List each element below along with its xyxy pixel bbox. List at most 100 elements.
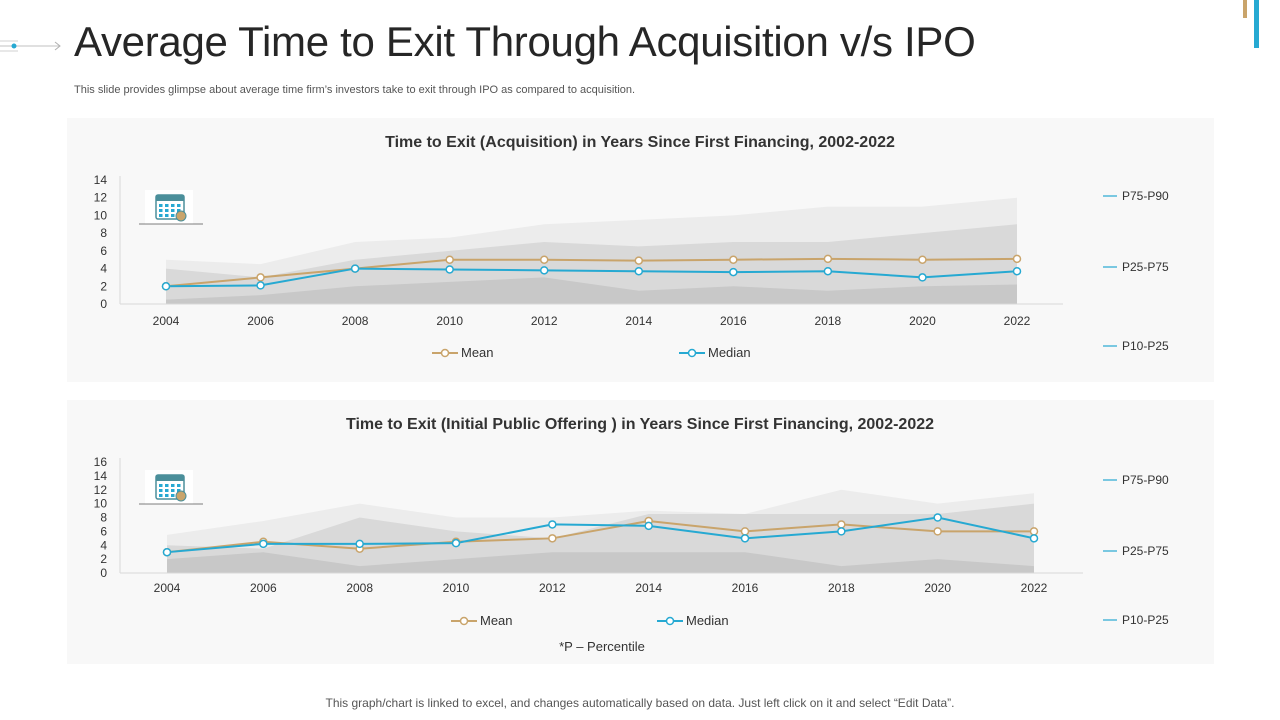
band-label-text: P25-P75 <box>1122 544 1169 558</box>
data-point-mean[interactable] <box>837 520 846 529</box>
x-tick-label: 2010 <box>443 581 470 595</box>
band-label-p25-p75: P25-P75 <box>1103 544 1169 558</box>
data-point-mean[interactable] <box>539 255 549 264</box>
data-point-median[interactable] <box>350 264 360 273</box>
y-tick-label: 2 <box>100 552 107 566</box>
y-tick-label: 8 <box>100 226 107 240</box>
y-tick-label: 12 <box>94 191 108 205</box>
legend-item-median[interactable]: Median <box>657 613 729 628</box>
data-point-median[interactable] <box>445 265 454 274</box>
legend-marker <box>665 616 675 626</box>
data-point-median[interactable] <box>644 521 653 531</box>
data-point-median[interactable] <box>837 527 846 536</box>
data-point-median[interactable] <box>933 513 942 522</box>
x-tick-label: 2012 <box>539 581 566 595</box>
band-label-p75-p90: P75-P90 <box>1103 473 1169 487</box>
x-tick-label: 2006 <box>250 581 277 595</box>
legend-label: Mean <box>461 345 494 360</box>
y-tick-label: 10 <box>94 208 108 222</box>
y-tick-label: 0 <box>100 566 107 580</box>
footer-note: This graph/chart is linked to excel, and… <box>325 696 955 710</box>
chart-title: Time to Exit (Initial Public Offering ) … <box>346 416 934 433</box>
data-point-median[interactable] <box>539 266 549 275</box>
data-point-mean[interactable] <box>729 255 738 264</box>
band-label-text: P25-P75 <box>1122 260 1169 274</box>
legend-label: Median <box>708 345 751 360</box>
band-area-p10-p25 <box>166 277 1017 304</box>
y-tick-label: 0 <box>100 297 107 311</box>
series-line-median <box>165 267 1018 288</box>
data-point-mean[interactable] <box>634 256 644 265</box>
percentile-note: *P – Percentile <box>559 639 645 654</box>
data-point-median[interactable] <box>162 547 172 557</box>
x-tick-label: 2012 <box>531 314 558 328</box>
band-label-p75-p90: P75-P90 <box>1103 189 1169 203</box>
ipo-chart-panel[interactable]: Time to Exit (Initial Public Offering ) … <box>67 400 1214 664</box>
data-point-median[interactable] <box>259 539 268 549</box>
y-tick-label: 4 <box>100 262 107 276</box>
data-point-mean[interactable] <box>933 527 942 536</box>
band-label-p10-p25: P10-P25 <box>1103 339 1169 353</box>
band-label-text: P10-P25 <box>1122 613 1169 627</box>
y-tick-label: 2 <box>100 279 107 293</box>
x-tick-label: 2004 <box>153 314 180 328</box>
band-area-p25-p75 <box>167 503 1034 573</box>
data-point-median[interactable] <box>451 538 461 548</box>
band-label-text: P75-P90 <box>1122 473 1169 487</box>
x-tick-label: 2014 <box>635 581 662 595</box>
data-point-median[interactable] <box>161 282 171 291</box>
x-tick-label: 2016 <box>732 581 759 595</box>
series-line-median <box>166 516 1035 554</box>
data-point-median[interactable] <box>740 534 750 543</box>
data-point-mean[interactable] <box>1012 254 1022 264</box>
calendar-icon <box>139 470 203 505</box>
x-tick-label: 2004 <box>154 581 181 595</box>
data-point-mean[interactable] <box>256 273 265 282</box>
decorative-arrow-mark <box>0 40 61 52</box>
data-point-median[interactable] <box>1029 534 1039 543</box>
ipo-chart: Time to Exit (Initial Public Offering ) … <box>94 416 1169 654</box>
data-point-mean[interactable] <box>1029 527 1039 536</box>
x-tick-label: 2022 <box>1004 314 1031 328</box>
band-label-p25-p75: P25-P75 <box>1103 260 1169 274</box>
legend-item-mean[interactable]: Mean <box>451 613 513 628</box>
legend-label: Median <box>686 613 729 628</box>
decorative-accent-bar-blue <box>1254 0 1259 48</box>
data-point-median[interactable] <box>548 520 557 529</box>
band-label-p10-p25: P10-P25 <box>1103 613 1169 627</box>
data-point-mean[interactable] <box>823 254 833 264</box>
data-point-median[interactable] <box>1012 266 1022 276</box>
x-tick-label: 2006 <box>247 314 274 328</box>
data-point-median[interactable] <box>918 273 927 282</box>
y-tick-label: 14 <box>94 469 108 483</box>
x-tick-label: 2014 <box>625 314 652 328</box>
page-subtitle: This slide provides glimpse about averag… <box>74 84 636 96</box>
x-tick-label: 2010 <box>436 314 463 328</box>
band-area-p25-p75 <box>166 224 1017 304</box>
data-point-mean[interactable] <box>740 527 750 536</box>
data-point-mean[interactable] <box>548 534 557 543</box>
y-tick-label: 16 <box>94 455 108 469</box>
data-point-median[interactable] <box>634 266 644 276</box>
legend-item-median[interactable]: Median <box>679 345 751 360</box>
x-tick-label: 2020 <box>924 581 951 595</box>
data-point-median[interactable] <box>823 266 833 276</box>
x-tick-label: 2008 <box>346 581 373 595</box>
data-point-median[interactable] <box>355 539 364 549</box>
data-point-median[interactable] <box>729 267 738 277</box>
series-line-mean <box>166 519 1034 554</box>
band-area-p10-p25 <box>167 552 1034 573</box>
data-point-mean[interactable] <box>918 255 927 264</box>
x-tick-label: 2018 <box>828 581 855 595</box>
data-point-mean[interactable] <box>445 255 454 264</box>
band-label-text: P75-P90 <box>1122 189 1169 203</box>
data-point-median[interactable] <box>256 281 265 290</box>
legend-item-mean[interactable]: Mean <box>432 345 494 360</box>
x-tick-label: 2020 <box>909 314 936 328</box>
series-line-mean <box>165 257 1018 288</box>
y-tick-label: 10 <box>94 497 108 511</box>
calendar-icon <box>139 190 203 225</box>
x-tick-label: 2016 <box>720 314 747 328</box>
acquisition-chart-panel[interactable]: Time to Exit (Acquisition) in Years Sinc… <box>67 118 1214 382</box>
y-tick-label: 8 <box>100 511 107 525</box>
